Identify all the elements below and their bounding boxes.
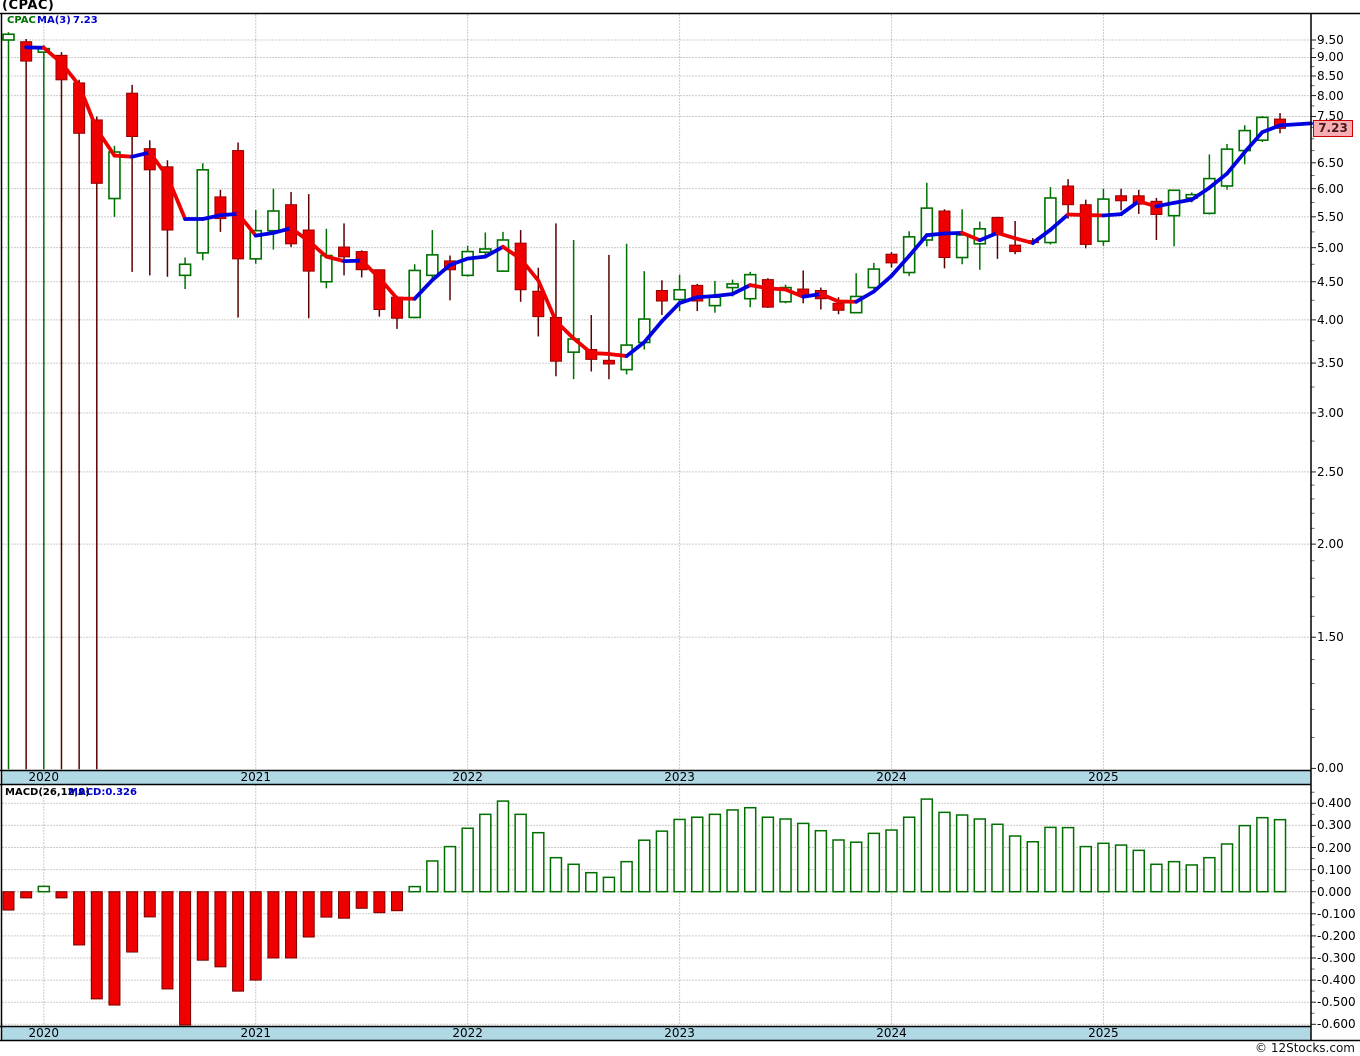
year-label-top-band: 2020 xyxy=(28,770,60,784)
year-label-bottom-band: 2023 xyxy=(664,1026,695,1040)
year-label-bottom-band: 2022 xyxy=(452,1026,483,1040)
year-label-top-band: 2021 xyxy=(240,770,271,784)
price-axis-label: 0.00 xyxy=(1317,761,1344,776)
year-label-top-band: 2024 xyxy=(876,770,907,784)
price-axis-label: 6.50 xyxy=(1317,155,1344,170)
macd-axis-label: 0.100 xyxy=(1317,862,1352,877)
macd-axis-label: -0.200 xyxy=(1317,928,1356,943)
price-axis-label: 3.50 xyxy=(1317,356,1344,371)
macd-legend-label: MACD(26,12,9) xyxy=(5,787,90,798)
macd-axis-label: -0.500 xyxy=(1317,995,1356,1010)
price-axis-label: 9.50 xyxy=(1317,32,1344,47)
legend-ma-label: MA(3) xyxy=(37,15,71,26)
price-axis-label: 1.50 xyxy=(1317,630,1344,645)
macd-axis-label: 0.300 xyxy=(1317,818,1352,833)
price-axis-label: 8.50 xyxy=(1317,68,1344,83)
macd-axis-label: 0.000 xyxy=(1317,884,1352,899)
macd-axis-label: -0.100 xyxy=(1317,906,1356,921)
price-axis-label: 6.00 xyxy=(1317,181,1344,196)
macd-legend-value: MACD:0.326 xyxy=(68,787,137,798)
price-axis-label: 2.50 xyxy=(1317,464,1344,479)
year-label-top-band: 2022 xyxy=(452,770,483,784)
price-axis-label: 8.00 xyxy=(1317,88,1344,103)
price-axis-label: 9.00 xyxy=(1317,50,1344,65)
price-axis-label: 4.50 xyxy=(1317,274,1344,289)
year-label-bottom-band: 2021 xyxy=(240,1026,271,1040)
year-label-bottom-band: 2024 xyxy=(876,1026,907,1040)
macd-axis-label: -0.400 xyxy=(1317,973,1356,988)
year-label-top-band: 2023 xyxy=(664,770,695,784)
page-title: (CPAC) xyxy=(2,0,55,13)
price-axis-label: 7.50 xyxy=(1317,109,1344,124)
price-axis-label: 3.00 xyxy=(1317,405,1344,420)
price-axis-label: 4.00 xyxy=(1317,312,1344,327)
macd-axis-label: -0.600 xyxy=(1317,1017,1356,1032)
legend-ma-value: 7.23 xyxy=(73,15,98,26)
price-axis-label: 2.00 xyxy=(1317,537,1344,552)
legend-symbol: CPAC xyxy=(7,15,36,26)
price-axis-label: 5.00 xyxy=(1317,240,1344,255)
current-price-badge: 7.23 xyxy=(1313,120,1353,138)
macd-axis-label: 0.400 xyxy=(1317,796,1352,811)
price-axis-label: 5.50 xyxy=(1317,209,1344,224)
year-label-top-band: 2025 xyxy=(1088,770,1119,784)
macd-axis-label: -0.300 xyxy=(1317,951,1356,965)
year-label-bottom-band: 2020 xyxy=(28,1026,60,1040)
year-label-bottom-band: 2025 xyxy=(1088,1026,1119,1040)
macd-axis-label: 0.200 xyxy=(1317,840,1352,855)
copyright-text: © 12Stocks.com xyxy=(1255,1041,1355,1055)
